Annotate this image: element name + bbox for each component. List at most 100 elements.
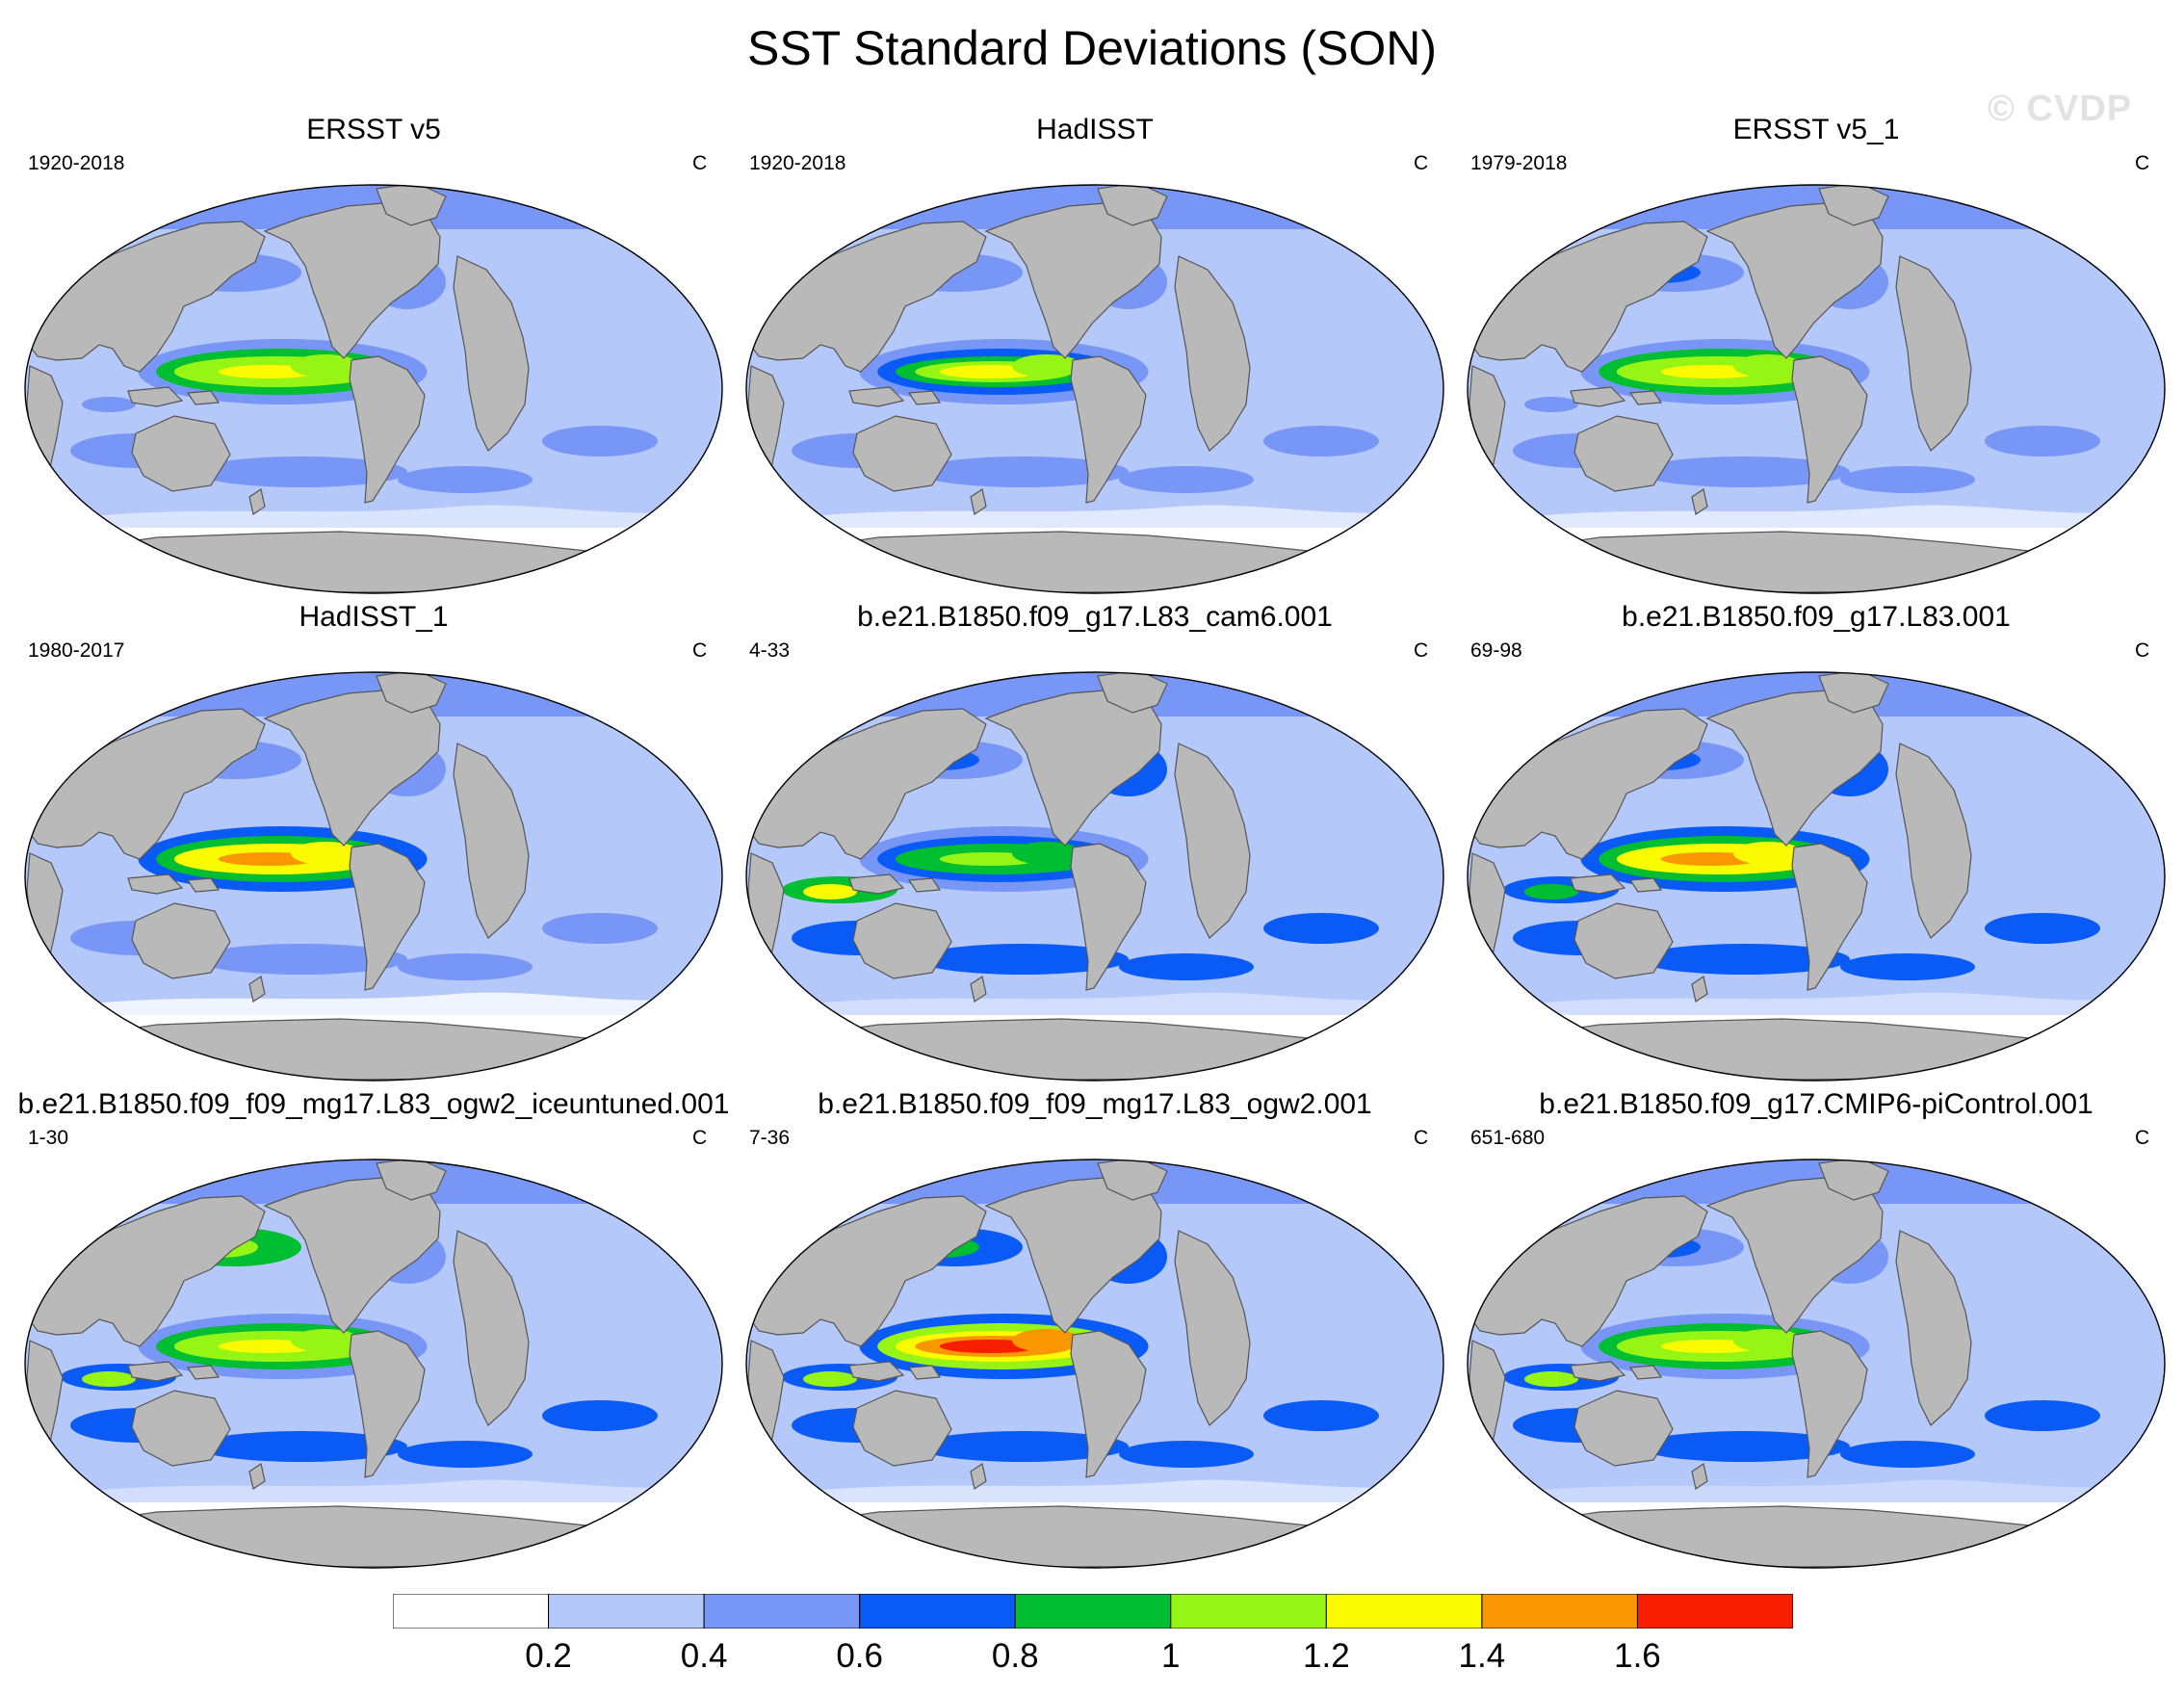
southern-ocean-low-patch — [70, 992, 687, 1025]
southern-ocean-low-patch — [792, 1479, 1408, 1512]
southern-ocean-patch — [542, 913, 658, 944]
panel-years: 1920-2018 — [28, 152, 125, 174]
enso-east-contour — [1733, 1329, 1803, 1352]
southern-ocean-patch — [1638, 456, 1850, 487]
figure-title: SST Standard Deviations (SON) — [746, 21, 1438, 75]
landmass — [131, 415, 231, 492]
landmass — [453, 743, 530, 939]
panel-years: 651-680 — [1470, 1127, 1546, 1149]
map-boundary — [745, 671, 1444, 1082]
enso-east-contour — [291, 354, 360, 378]
ocean-field — [746, 1160, 1443, 1568]
southern-ocean-patch — [1119, 953, 1254, 980]
panel-units: C — [1414, 152, 1429, 174]
indo-pacific-core — [803, 1371, 857, 1387]
landmass — [1573, 1390, 1674, 1467]
panel-units: C — [1414, 1127, 1429, 1149]
southern-ocean-low-patch — [792, 992, 1408, 1025]
southern-ocean-low-patch — [1513, 505, 2129, 537]
enso-east-contour — [291, 1329, 360, 1352]
southern-ocean-patch — [1840, 953, 1975, 980]
map-boundary — [1467, 184, 2166, 594]
landmass — [1570, 386, 1626, 407]
indo-pacific-core — [1524, 1371, 1578, 1387]
indo-pacific-core — [1524, 397, 1578, 412]
colorbar-bin — [1636, 1594, 1793, 1629]
ocean-field — [1468, 1160, 2165, 1568]
landmass — [1818, 1160, 1889, 1201]
panel-years: 4-33 — [749, 639, 791, 662]
panel-title: b.e21.B1850.f09_g17.L83.001 — [1622, 601, 2011, 633]
panel-years: 1980-2017 — [28, 639, 125, 662]
panel-years: 7-36 — [749, 1127, 791, 1149]
colorbar-tick-label: 0.8 — [991, 1637, 1039, 1675]
southern-ocean-patch — [917, 1431, 1129, 1462]
southern-ocean-patch — [398, 953, 533, 980]
colorbar-tick-label: 1.6 — [1614, 1637, 1661, 1675]
landmass — [376, 1160, 447, 1201]
landmass — [131, 902, 231, 979]
landmass — [1174, 255, 1251, 452]
southern-ocean-patch — [398, 466, 533, 493]
landmass — [1070, 355, 1147, 504]
landmass — [852, 902, 952, 979]
southern-ocean-patch — [542, 1400, 658, 1431]
indo-pacific-core — [82, 397, 136, 412]
sst-map — [24, 1159, 723, 1569]
southern-ocean-low-patch — [70, 505, 687, 537]
southern-ocean-patch — [1985, 426, 2100, 456]
panel-units: C — [2135, 639, 2150, 662]
sst-map — [1467, 671, 2166, 1082]
map-panel: b.e21.B1850.f09_f09_mg17.L83_ogw2_iceunt… — [13, 1088, 735, 1570]
sst-map — [745, 671, 1444, 1082]
landmass — [1097, 672, 1168, 714]
map-panel: HadISST_1 1980-2017 C — [13, 601, 735, 1082]
landmass — [453, 1230, 530, 1426]
southern-ocean-patch — [1638, 944, 1850, 975]
panel-years: 69-98 — [1470, 639, 1522, 662]
southern-ocean-patch — [542, 426, 658, 456]
landmass — [127, 1361, 184, 1382]
southern-ocean-patch — [917, 456, 1129, 487]
landmass — [25, 1195, 266, 1347]
panel-title: HadISST — [1036, 114, 1154, 145]
landmass — [1628, 1365, 1663, 1380]
map-panel: b.e21.B1850.f09_g17.L83_cam6.001 4-33 C — [734, 601, 1456, 1082]
landmass — [25, 708, 266, 860]
ocean-field — [25, 672, 722, 1081]
panel-title: b.e21.B1850.f09_f09_mg17.L83_ogw2_iceunt… — [17, 1088, 730, 1120]
landmass — [848, 386, 905, 407]
landmass — [1570, 1361, 1626, 1382]
landmass — [907, 390, 942, 405]
colorbar-tick-label: 0.4 — [680, 1637, 728, 1675]
landmass — [970, 976, 987, 1003]
panel-title: b.e21.B1850.f09_g17.L83_cam6.001 — [857, 601, 1333, 633]
southern-ocean-patch — [195, 944, 407, 975]
landmass — [1791, 843, 1868, 991]
sst-map — [745, 1159, 1444, 1569]
map-panel: b.e21.B1850.f09_f09_mg17.L83_ogw2.001 7-… — [734, 1088, 1456, 1570]
panel-title: ERSST v5 — [306, 114, 441, 145]
landmass — [1628, 390, 1663, 405]
enso-east-contour — [291, 842, 360, 865]
map-panel: ERSST v5 1920-2018 C — [13, 114, 735, 595]
sst-map — [745, 184, 1444, 594]
sst-map — [1467, 1159, 2166, 1569]
enso-east-contour — [1012, 354, 1081, 378]
landmass — [1097, 1160, 1168, 1201]
landmass — [1097, 185, 1168, 226]
southern-ocean-patch — [1119, 1441, 1254, 1468]
colorbar-bin — [1325, 1594, 1483, 1629]
colorbar-bin — [859, 1594, 1016, 1629]
landmass — [186, 390, 221, 405]
landmass — [248, 1463, 266, 1490]
landmass — [1895, 743, 1972, 939]
map-panel: b.e21.B1850.f09_g17.CMIP6-piControl.001 … — [1455, 1088, 2177, 1570]
colorbar-bin — [548, 1594, 705, 1629]
landmass — [1070, 843, 1147, 991]
landmass — [907, 877, 942, 893]
panel-title: b.e21.B1850.f09_f09_mg17.L83_ogw2.001 — [818, 1088, 1372, 1120]
ocean-field — [1468, 185, 2165, 593]
landmass — [248, 976, 266, 1003]
colorbar-bin — [1170, 1594, 1327, 1629]
